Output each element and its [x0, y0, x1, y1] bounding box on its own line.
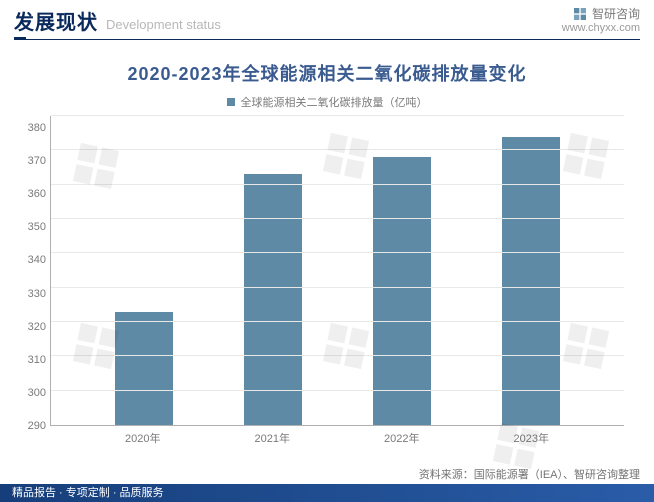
footer-bar: 精品报告 · 专项定制 · 品质服务	[0, 484, 654, 502]
bars-group	[51, 116, 624, 425]
brand-icon	[572, 6, 588, 22]
plot-region	[50, 116, 624, 426]
gridline	[51, 321, 624, 322]
y-tick: 370	[14, 155, 50, 167]
y-tick: 340	[14, 254, 50, 266]
y-tick: 330	[14, 288, 50, 300]
x-axis: 2020年 2021年 2022年 2023年	[50, 426, 624, 446]
page-header: 发展现状 Development status 智研咨询 www.chyxx.c…	[0, 0, 654, 37]
bar	[115, 312, 173, 425]
brand-url: www.chyxx.com	[562, 22, 640, 34]
gridline	[51, 184, 624, 185]
x-tick: 2020年	[114, 426, 172, 446]
y-tick: 350	[14, 221, 50, 233]
gridline	[51, 149, 624, 150]
y-tick: 360	[14, 188, 50, 200]
header-brand: 智研咨询 www.chyxx.com	[562, 5, 640, 34]
header-title-cn: 发展现状	[14, 6, 98, 35]
x-tick: 2023年	[502, 426, 560, 446]
y-tick: 290	[14, 420, 50, 432]
x-tick: 2022年	[373, 426, 431, 446]
header-left: 发展现状 Development status	[14, 6, 221, 35]
y-tick: 380	[14, 122, 50, 134]
gridline	[51, 355, 624, 356]
bar	[244, 174, 302, 425]
legend-swatch	[227, 98, 235, 106]
chart-title: 2020-2023年全球能源相关二氧化碳排放量变化	[0, 44, 654, 94]
bar	[502, 137, 560, 425]
y-tick: 310	[14, 354, 50, 366]
header-title-en: Development status	[106, 17, 221, 32]
chart-area: 380370360350340330320310300290 2020年2021…	[50, 116, 624, 446]
legend-label: 全球能源相关二氧化碳排放量（亿吨）	[241, 94, 428, 110]
y-tick: 300	[14, 387, 50, 399]
gridline	[51, 252, 624, 253]
y-axis: 380370360350340330320310300290	[14, 116, 50, 426]
brand-name: 智研咨询	[592, 5, 640, 22]
gridline	[51, 287, 624, 288]
chart-legend: 全球能源相关二氧化碳排放量（亿吨）	[0, 94, 654, 116]
bar	[373, 157, 431, 425]
gridline	[51, 115, 624, 116]
header-divider	[0, 37, 654, 44]
y-tick: 320	[14, 321, 50, 333]
source-text: 资料来源：国际能源署（IEA）、智研咨询整理	[419, 466, 640, 482]
x-tick: 2021年	[243, 426, 301, 446]
gridline	[51, 390, 624, 391]
gridline	[51, 218, 624, 219]
